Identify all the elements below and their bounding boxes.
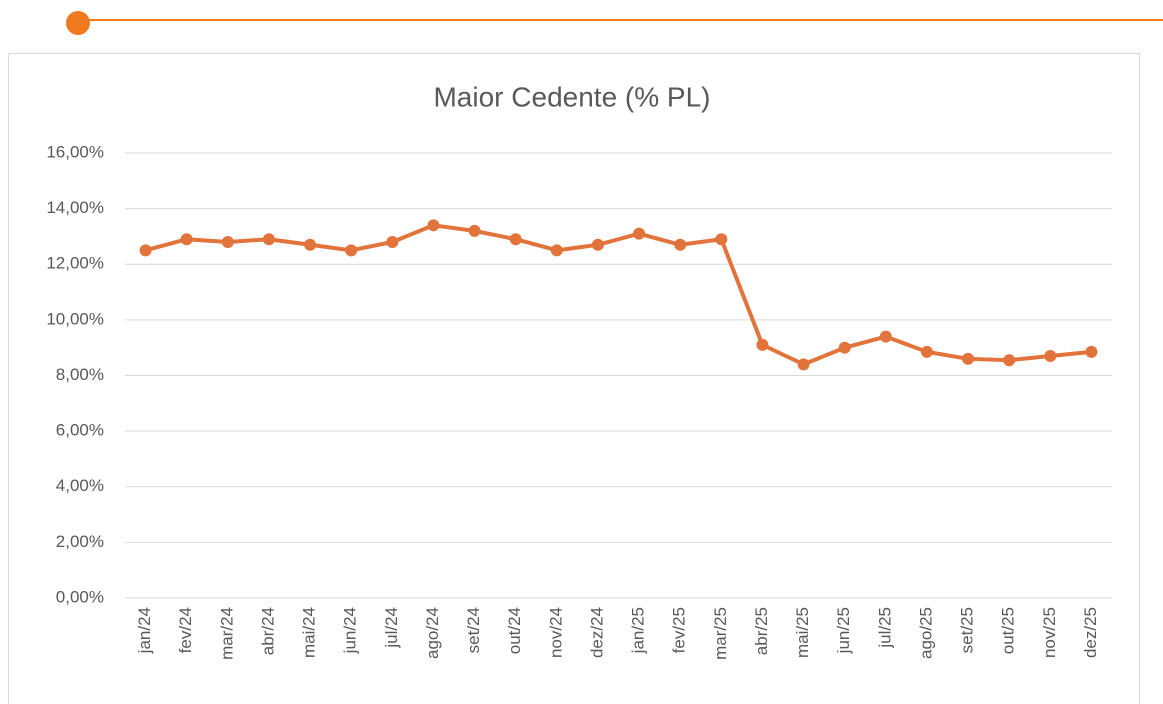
x-tick-label: dez/25: [1081, 607, 1100, 658]
x-tick-label: set/25: [958, 607, 977, 653]
data-point: [797, 358, 810, 371]
x-tick-label: out/24: [505, 607, 524, 654]
data-point: [838, 341, 851, 354]
data-point: [180, 233, 193, 246]
y-tick-label: 6,00%: [56, 421, 104, 440]
x-tick-label: abr/25: [752, 607, 771, 655]
y-tick-label: 10,00%: [46, 309, 104, 328]
x-tick-label: jul/24: [382, 607, 401, 649]
x-tick-label: mar/24: [217, 607, 236, 660]
data-point: [304, 238, 317, 251]
x-tick-label: mar/25: [711, 607, 730, 660]
x-tick-label: fev/24: [176, 607, 195, 653]
chart-frame: [8, 53, 1140, 704]
x-tick-label: abr/24: [258, 607, 277, 655]
data-point: [1085, 345, 1098, 358]
data-point: [386, 236, 399, 248]
data-point: [345, 244, 358, 257]
x-tick-label: nov/25: [1040, 607, 1059, 658]
x-tick-label: jan/25: [629, 607, 648, 654]
data-point: [879, 330, 892, 343]
data-point: [1044, 350, 1057, 363]
x-tick-label: jul/25: [875, 607, 894, 649]
data-point: [221, 236, 234, 248]
y-tick-label: 0,00%: [56, 587, 104, 606]
data-point: [139, 244, 152, 257]
x-tick-label: fev/25: [670, 607, 689, 653]
x-tick-label: set/24: [464, 607, 483, 653]
x-tick-label: mai/24: [300, 607, 319, 658]
data-point: [1003, 354, 1016, 367]
data-point: [962, 352, 975, 365]
chart-title: Maior Cedente (% PL): [433, 81, 710, 112]
data-point: [591, 238, 604, 251]
y-tick-label: 4,00%: [56, 476, 104, 495]
y-tick-label: 8,00%: [56, 365, 104, 384]
data-point: [468, 224, 481, 237]
data-point: [509, 233, 522, 246]
x-tick-label: ago/25: [916, 607, 935, 659]
x-tick-label: mai/25: [793, 607, 812, 658]
y-tick-label: 2,00%: [56, 532, 104, 551]
x-tick-label: out/25: [999, 607, 1018, 654]
y-tick-label: 14,00%: [46, 198, 104, 217]
x-tick-label: jun/25: [834, 607, 853, 654]
data-point: [262, 233, 275, 246]
y-tick-label: 16,00%: [46, 142, 104, 161]
data-point: [550, 244, 563, 257]
x-tick-label: ago/24: [423, 607, 442, 659]
header-dot: [66, 11, 90, 35]
x-tick-label: jun/24: [341, 607, 360, 654]
series-line: [145, 223, 1092, 367]
data-point: [715, 233, 728, 246]
data-point: [920, 345, 933, 358]
x-tick-label: nov/24: [546, 607, 565, 658]
data-point: [427, 219, 440, 232]
x-tick-label: jan/24: [135, 607, 154, 654]
data-point: [674, 238, 687, 251]
data-point: [756, 338, 769, 351]
x-tick-label: dez/24: [587, 607, 606, 658]
data-point: [633, 227, 646, 240]
y-tick-label: 12,00%: [46, 254, 104, 273]
